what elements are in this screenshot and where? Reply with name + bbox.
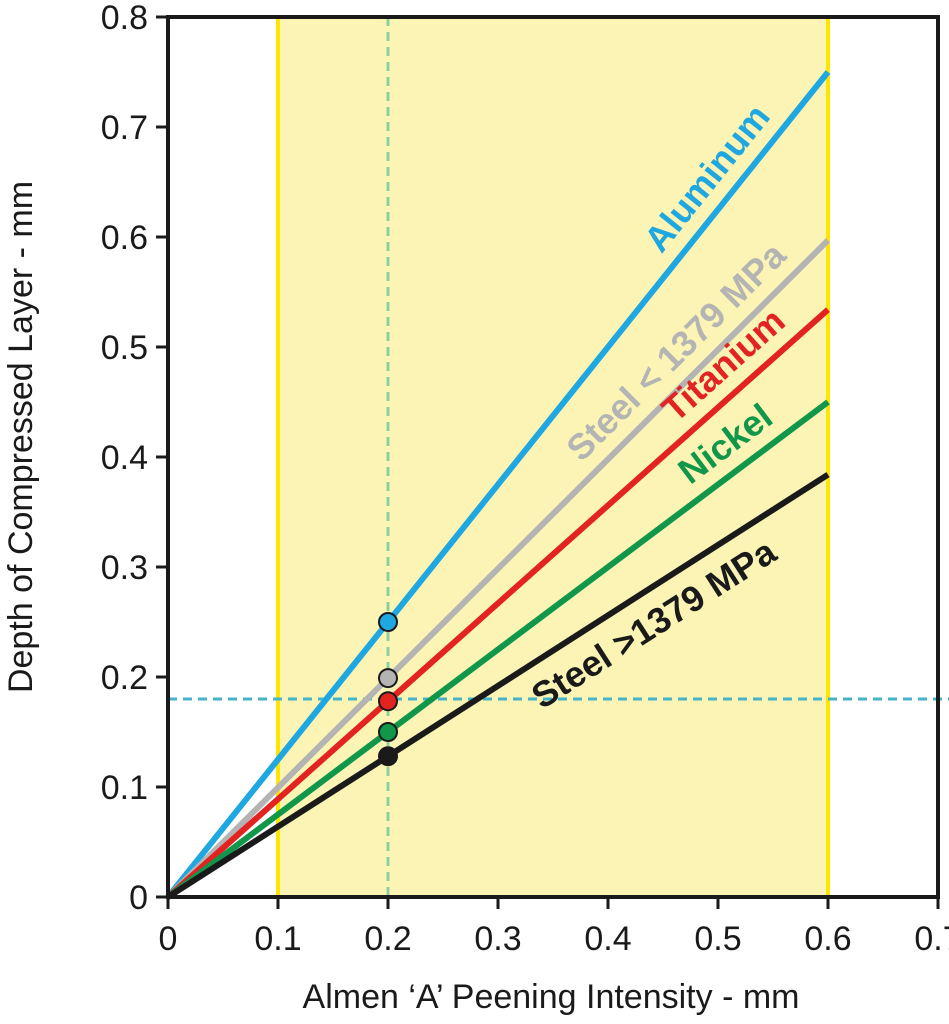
x-axis-title: Almen ‘A’ Peening Intensity - mm (303, 978, 800, 1016)
x-tick-label: 0.1 (254, 920, 301, 958)
shaded-intensity-range (278, 17, 828, 897)
x-tick-label: 0.6 (804, 920, 851, 958)
series-line-steel-1379-mpa (165, 238, 831, 900)
x-tick-label: 0.7 (914, 920, 949, 958)
series-line-aluminum (165, 70, 831, 899)
y-tick-label: 0.2 (101, 659, 148, 697)
series-line-titanium (166, 307, 830, 900)
y-tick-label: 0.7 (101, 109, 148, 147)
y-tick-label: 0.8 (101, 0, 148, 37)
x-tick-label: 0 (159, 920, 178, 958)
series-line-nickel (166, 399, 830, 900)
x-tick-label: 0.2 (364, 920, 411, 958)
y-axis-title: Depth of Compressed Layer - mm (2, 181, 40, 693)
series-marker-nickel (378, 722, 398, 742)
y-tick-label: 0.3 (101, 549, 148, 587)
x-tick-label: 0.4 (584, 920, 631, 958)
series-marker-steel-1379-mpa (378, 668, 398, 689)
y-tick-label: 0.4 (101, 439, 148, 477)
series-marker-steel-1379-mpa (378, 746, 398, 767)
series-marker-aluminum (378, 612, 398, 632)
y-tick-label: 0.6 (101, 219, 148, 257)
y-tick-label: 0.5 (101, 329, 148, 367)
y-tick-label: 0.1 (101, 769, 148, 807)
series-line-steel-1379-mpa (166, 472, 830, 900)
y-tick-label: 0 (129, 879, 148, 917)
x-tick-label: 0.5 (694, 920, 741, 958)
x-tick-label: 0.3 (474, 920, 521, 958)
series-marker-titanium (378, 691, 398, 712)
